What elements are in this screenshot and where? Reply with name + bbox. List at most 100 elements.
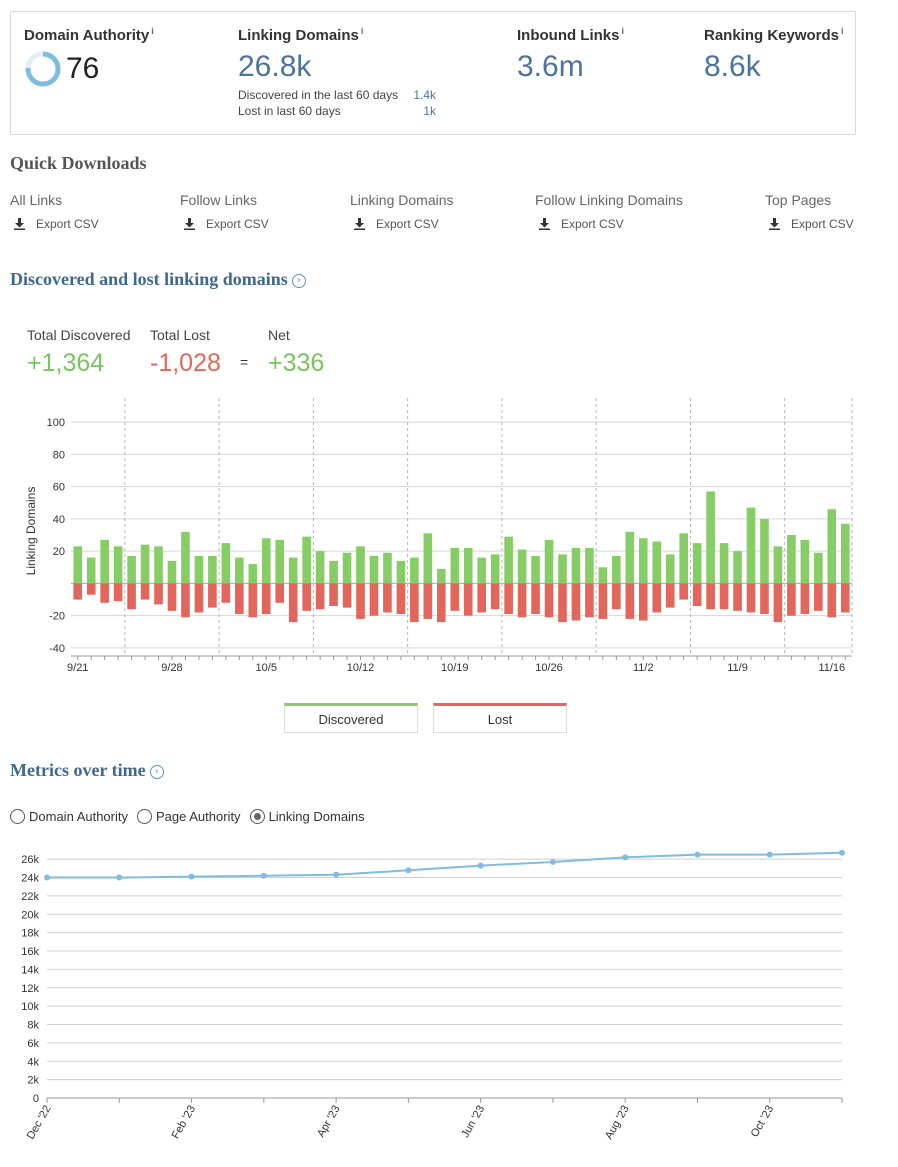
export-csv-button[interactable]: Export CSV	[769, 217, 854, 231]
y-tick-label: 100	[47, 417, 65, 429]
discovered-bar	[396, 560, 406, 584]
radio-button[interactable]	[137, 809, 152, 824]
lost-value[interactable]: 1k	[423, 104, 436, 118]
data-point	[333, 871, 340, 878]
discovered-bar	[679, 533, 688, 584]
discovered-bar	[410, 557, 419, 584]
discovered-bar	[342, 552, 352, 584]
lost-bar	[692, 583, 702, 606]
net-label: Net	[268, 327, 290, 343]
discovered-bar	[315, 551, 325, 584]
y-tick-label: 14k	[21, 964, 39, 976]
export-csv-button[interactable]: Export CSV	[539, 217, 683, 231]
lost-bar	[814, 583, 823, 611]
y-tick-label: 20k	[21, 909, 39, 921]
lost-bar	[787, 583, 796, 616]
inbound-links-value: 3.6m	[517, 50, 584, 83]
lost-bar	[531, 583, 540, 615]
discovered-bar	[140, 544, 150, 584]
y-tick-label: 10k	[21, 1001, 39, 1013]
discovered-bar	[477, 557, 487, 584]
info-icon[interactable]: i	[360, 26, 364, 36]
discovered-bar	[423, 533, 433, 584]
lost-bar	[248, 583, 258, 618]
lost-bar	[490, 583, 500, 610]
discovered-bar	[127, 556, 136, 584]
x-tick-label: Dec '22	[25, 1104, 54, 1142]
radio-button[interactable]	[10, 809, 25, 824]
lost-bar	[423, 583, 433, 619]
total-discovered-label: Total Discovered	[27, 327, 131, 343]
export-csv-label: Export CSV	[791, 217, 854, 231]
discovered-bar	[558, 554, 567, 584]
metrics-over-time-title: Metrics over time ›	[10, 760, 164, 781]
legend-discovered[interactable]: Discovered	[284, 703, 418, 733]
metrics-summary-card: Domain Authority i 76 Linking Domains i 26…	[10, 11, 856, 135]
download-icon	[769, 218, 780, 230]
discovered-bar	[719, 543, 729, 584]
data-point	[694, 851, 701, 858]
y-tick-label: 4k	[27, 1056, 39, 1068]
download-follow-linking-domains: Follow Linking Domains Export CSV	[535, 192, 683, 231]
lost-bar	[706, 583, 715, 610]
download-label: Follow Links	[180, 192, 258, 208]
legend-lost[interactable]: Lost	[433, 703, 567, 733]
metrics-over-time-line-chart: 26k 24k 22k 20k 18k 16k 14k 12k 10k 8k 6k 4k 2k 0Dec …	[21, 849, 845, 1142]
download-icon	[354, 218, 365, 230]
discovered-value[interactable]: 1.4k	[413, 88, 436, 102]
data-point	[477, 862, 484, 869]
discovered-bar	[235, 557, 244, 584]
lost-bar	[235, 583, 244, 615]
discovered-bar	[302, 536, 311, 584]
lost-bar	[544, 583, 554, 618]
radio-linking-domains[interactable]: Linking Domains	[249, 809, 365, 824]
radio-button[interactable]	[249, 809, 265, 824]
y-tick-label: 80	[53, 449, 65, 461]
lost-bar	[463, 583, 473, 616]
discovered-lost-title-text: Discovered and lost linking domains	[10, 269, 288, 289]
lost-bar	[356, 583, 365, 619]
x-tick-label: 9/21	[67, 662, 88, 674]
discovered-bar	[571, 547, 581, 584]
radio-page-authority[interactable]: Page Authority	[137, 809, 241, 824]
lost-row: Lost in last 60 days 1k	[238, 104, 436, 118]
chevron-right-icon[interactable]: ›	[291, 273, 306, 288]
lost-bar	[329, 583, 338, 606]
lost-bar	[140, 583, 150, 600]
y-tick-label: 6k	[27, 1038, 39, 1050]
discovered-bar	[692, 543, 702, 584]
discovered-bar	[746, 507, 756, 584]
download-all-links: All Links Export CSV	[10, 192, 99, 231]
discovered-lost-bar-chart: 100 80 60 40 20 -20 -409/21 9/28 10/5 10/12 10/19 1…	[24, 398, 853, 674]
chevron-right-icon[interactable]: ›	[149, 764, 164, 779]
lost-bar	[800, 583, 810, 615]
x-tick-label: 10/12	[347, 662, 375, 674]
download-icon	[539, 218, 550, 230]
info-icon[interactable]: i	[621, 26, 625, 36]
radio-label: Linking Domains	[268, 809, 365, 824]
info-icon[interactable]: i	[841, 26, 844, 36]
lost-bar	[73, 583, 83, 600]
export-csv-button[interactable]: Export CSV	[14, 217, 99, 231]
download-label: Linking Domains	[350, 192, 454, 208]
discovered-bar	[800, 539, 810, 584]
lost-bar	[221, 583, 231, 603]
lost-label: Lost in last 60 days	[238, 104, 341, 118]
info-icon[interactable]: i	[151, 26, 154, 36]
lost-bar	[585, 583, 594, 618]
net-total: Net +336	[268, 327, 324, 378]
data-point	[839, 849, 845, 856]
discovered-bar	[544, 539, 554, 584]
export-csv-button[interactable]: Export CSV	[354, 217, 454, 231]
lost-bar	[612, 583, 621, 610]
x-tick-label: 10/19	[441, 662, 469, 674]
export-csv-button[interactable]: Export CSV	[184, 217, 269, 231]
radio-domain-authority[interactable]: Domain Authority	[10, 809, 128, 824]
lost-bar	[558, 583, 567, 623]
equals-sign: =	[240, 354, 249, 370]
x-tick-label: 10/5	[256, 662, 277, 674]
lost-bar	[679, 583, 688, 600]
x-tick-label: 10/26	[535, 662, 563, 674]
export-csv-label: Export CSV	[206, 217, 269, 231]
discovered-bar	[612, 556, 621, 584]
